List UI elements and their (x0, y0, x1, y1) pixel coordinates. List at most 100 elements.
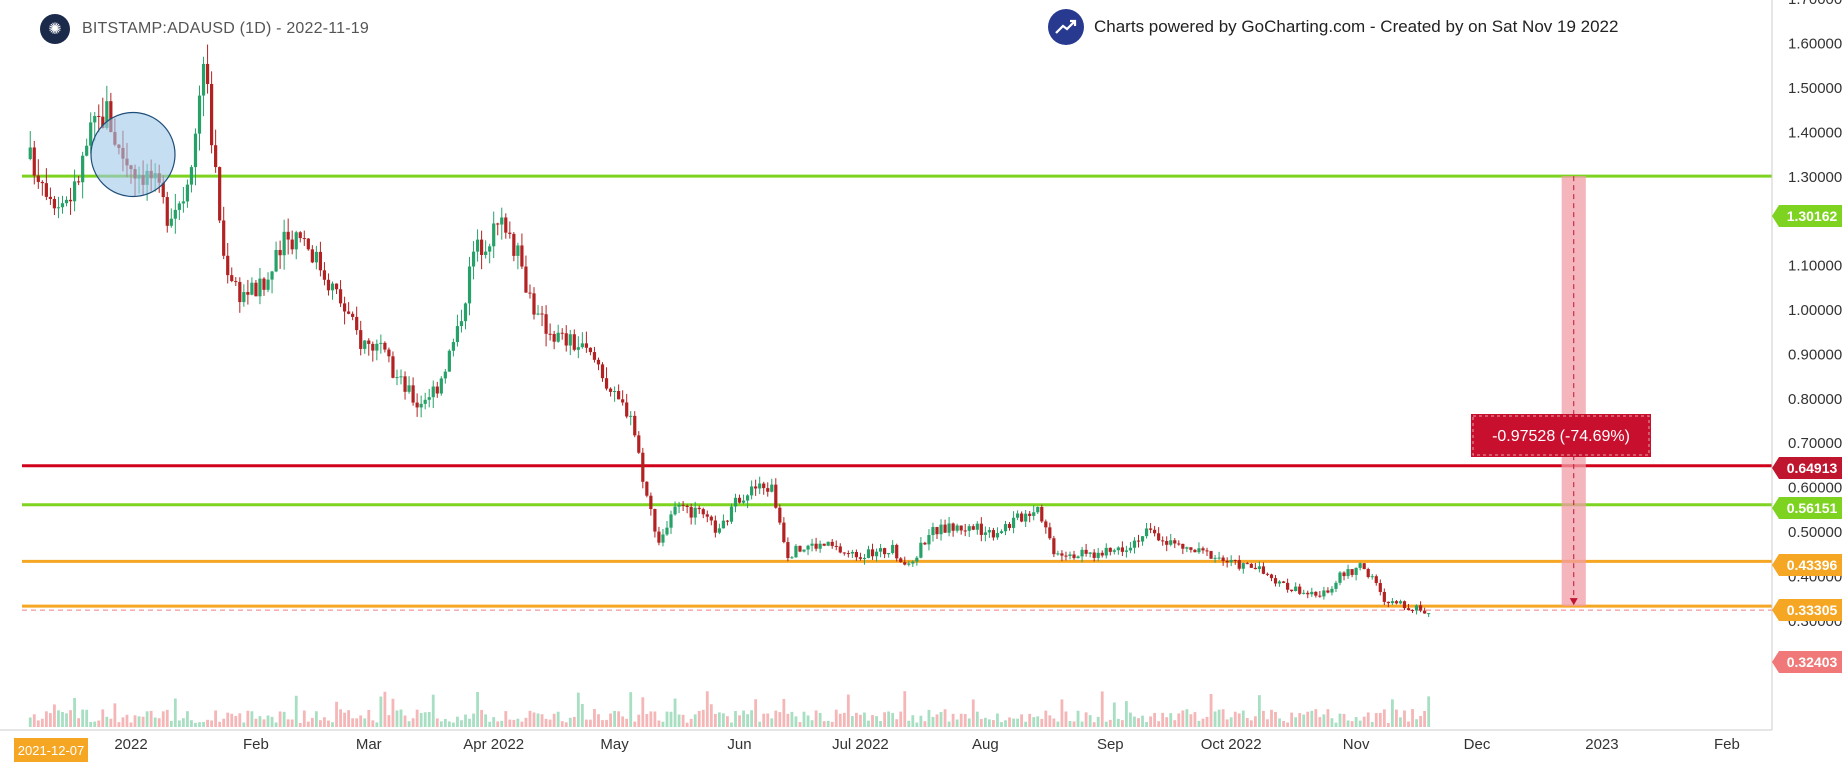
candle-body (72, 181, 77, 202)
candle-body (484, 251, 488, 255)
candle-body (282, 231, 286, 256)
volume-bar (262, 719, 266, 727)
volume-bar (1044, 710, 1048, 727)
candle-body (915, 557, 919, 562)
volume-bar (1181, 710, 1185, 727)
candle-body (899, 558, 903, 563)
candle-body (1032, 512, 1036, 516)
volume-bar (572, 716, 576, 727)
time-tick-label: Jun (727, 736, 751, 753)
volume-bar (1116, 718, 1120, 727)
volume-bar (1004, 720, 1007, 727)
volume-bar (1310, 710, 1314, 727)
candle-body (1161, 540, 1165, 542)
volume-bar (1286, 722, 1290, 727)
volume-bar (1133, 716, 1136, 727)
volume-bar (186, 711, 189, 727)
candle-body (596, 359, 601, 365)
candle-body (1382, 591, 1386, 602)
volume-bar (975, 711, 979, 727)
candle-body (411, 385, 415, 403)
volume-bar (556, 711, 560, 727)
volume-bar (1068, 721, 1072, 727)
volume-bar (701, 709, 705, 727)
volume-bar (903, 691, 907, 727)
candle-body (641, 452, 645, 482)
volume-bar (1294, 717, 1298, 727)
volume-bar (564, 722, 568, 727)
volume-bar (1362, 716, 1366, 727)
candle-body (870, 549, 875, 557)
volume-bar (814, 710, 818, 727)
volume-bar (1137, 718, 1140, 727)
candle-body (89, 122, 93, 146)
candle-body (1398, 601, 1403, 604)
volume-bar (738, 715, 741, 727)
candle-body (1132, 540, 1137, 548)
volume-bar (105, 716, 109, 727)
candle-body (1265, 573, 1270, 575)
cardano-logo-icon: ✺ (40, 14, 70, 44)
volume-bar (754, 699, 758, 727)
volume-bar (1161, 712, 1165, 727)
candle-body (250, 282, 254, 295)
volume-bar (1209, 693, 1213, 727)
candle-body (1427, 613, 1431, 615)
highlight-circle (90, 111, 176, 198)
candle-body (508, 232, 512, 234)
volume-bar (1008, 717, 1011, 727)
candle-body (782, 522, 786, 543)
volume-bar (685, 722, 689, 727)
candle-body (1350, 569, 1354, 575)
credit-banner[interactable]: Charts powered by GoCharting.com - Creat… (1048, 9, 1618, 45)
candle-body (520, 245, 524, 267)
candle-body (955, 525, 959, 531)
candle-body (201, 63, 206, 96)
time-tick-label: 2022 (114, 736, 147, 753)
candle-body (604, 378, 609, 389)
volume-bar (806, 715, 810, 727)
volume-bar (161, 711, 165, 727)
volume-bar (1072, 721, 1076, 727)
start-date-text: 2021-12-07 (18, 743, 85, 758)
candle-body (903, 562, 907, 565)
candle-body (1229, 560, 1233, 563)
candle-body (580, 343, 584, 348)
candle-body (68, 199, 73, 202)
candle-body (907, 563, 911, 565)
volume-bar (536, 713, 540, 727)
volume-bar (40, 718, 44, 727)
volume-bar (331, 722, 334, 727)
candle-body (1221, 557, 1225, 561)
candle-body (1302, 592, 1306, 594)
candle-body (1136, 540, 1141, 542)
time-axis[interactable]: 2022 Feb Mar Apr 2022 May Jun Jul 2022 Aug Sep Oc… (0, 729, 1772, 762)
volume-bar (133, 715, 137, 727)
candle-body (975, 523, 979, 530)
volume-bar (443, 718, 447, 727)
time-tick-label: Dec (1464, 736, 1491, 753)
candle-body (246, 292, 250, 295)
volume-bar (141, 716, 145, 727)
volume-bar (1411, 709, 1414, 727)
volume-bar (887, 711, 891, 727)
candle-body (326, 279, 331, 291)
volume-bar (173, 698, 177, 727)
candle-body (810, 543, 814, 546)
candle-body (210, 83, 214, 146)
volume-bar (1080, 721, 1084, 727)
volume-bar (476, 691, 479, 727)
candle-body (161, 182, 165, 198)
candle-body (1237, 560, 1241, 569)
volume-bar (943, 709, 947, 727)
time-tick-label: Feb (1714, 736, 1740, 753)
volume-bar (1125, 701, 1128, 727)
candle-body (302, 238, 306, 240)
candle-body (536, 313, 540, 315)
candle-body (48, 196, 52, 199)
volume-bar (512, 719, 516, 727)
candle-body (1177, 543, 1181, 545)
candle-body (1024, 513, 1028, 522)
volume-bar (762, 713, 766, 727)
